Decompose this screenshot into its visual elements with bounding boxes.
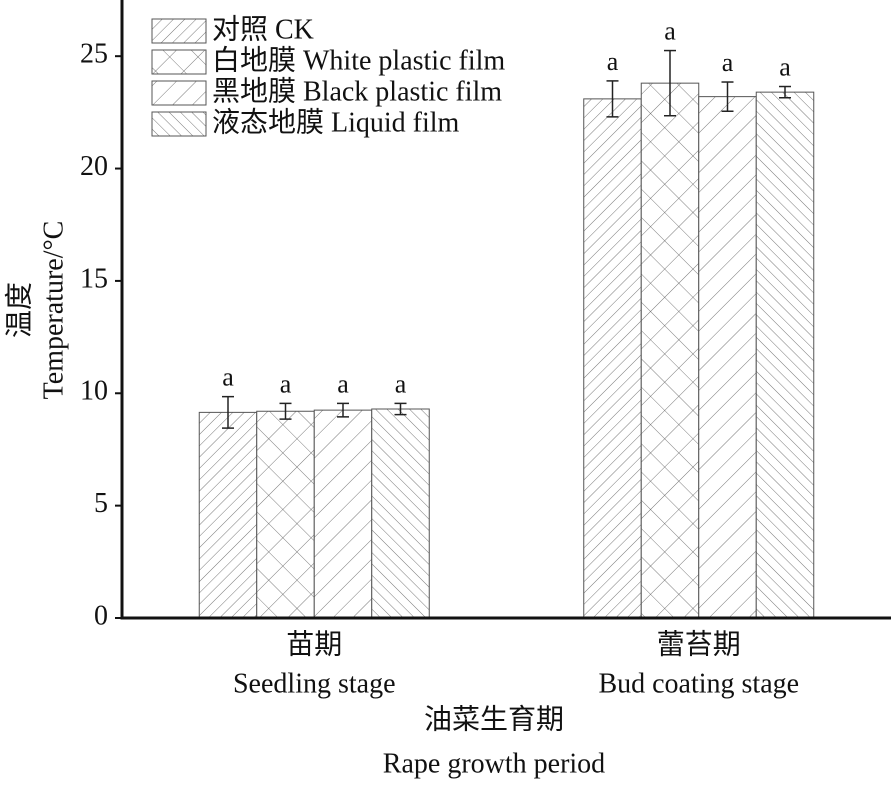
legend-label: 黑地膜 Black plastic film xyxy=(212,75,502,107)
bar xyxy=(640,82,700,619)
error-bar xyxy=(279,402,292,420)
error-bar xyxy=(606,80,619,118)
error-bar xyxy=(779,85,791,99)
y-axis-title: Temperature/°C xyxy=(38,221,69,400)
y-tick-label: 5 xyxy=(94,488,108,519)
legend-swatch xyxy=(151,49,207,75)
significance-label: a xyxy=(664,17,676,46)
legend-swatch xyxy=(151,80,207,106)
bar xyxy=(256,410,315,619)
significance-label: a xyxy=(779,52,791,81)
x-tick-label: 蕾苔期 xyxy=(657,628,741,660)
bar xyxy=(313,409,373,619)
y-tick-label: 25 xyxy=(80,39,108,70)
y-tick-label: 0 xyxy=(94,600,108,631)
y-tick-label: 20 xyxy=(80,151,108,182)
y-tick-label: 10 xyxy=(80,376,108,407)
bar xyxy=(755,91,815,619)
significance-label: a xyxy=(395,369,407,398)
y-axis-title: 温度 xyxy=(3,282,35,338)
bar xyxy=(698,96,757,619)
x-axis-title: 油菜生育期 xyxy=(424,703,564,735)
bar xyxy=(371,408,430,619)
bar xyxy=(198,411,258,619)
legend-label: 对照 CK xyxy=(212,13,314,45)
significance-label: a xyxy=(337,369,349,398)
significance-label: a xyxy=(222,363,234,392)
legend-label: 液态地膜 Liquid film xyxy=(212,106,460,138)
x-axis-title: Rape growth period xyxy=(383,748,605,779)
error-bar xyxy=(222,395,234,429)
legend-label: 白地膜 White plastic film xyxy=(212,44,505,76)
y-tick-label: 15 xyxy=(80,263,108,294)
bar xyxy=(583,98,642,619)
error-bar xyxy=(394,402,407,416)
significance-label: a xyxy=(722,48,734,77)
error-bar xyxy=(664,49,676,117)
x-tick-label: Seedling stage xyxy=(233,668,396,699)
error-bar xyxy=(337,402,349,418)
significance-label: a xyxy=(280,369,292,398)
x-tick-label: 苗期 xyxy=(286,628,342,660)
error-bar xyxy=(721,81,734,112)
x-tick-label: Bud coating stage xyxy=(598,668,799,699)
significance-label: a xyxy=(607,47,619,76)
legend-swatch xyxy=(151,18,207,44)
legend-swatch xyxy=(151,111,207,137)
